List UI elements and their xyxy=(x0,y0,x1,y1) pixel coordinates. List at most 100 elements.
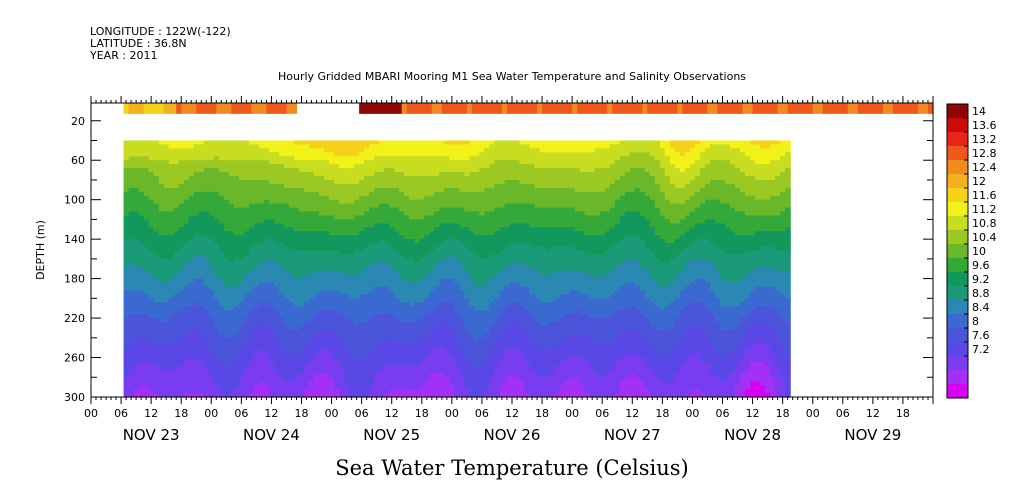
heatmap-cell xyxy=(334,278,340,284)
heatmap-cell xyxy=(288,329,295,335)
heatmap-cell xyxy=(173,223,180,228)
heatmap-cell xyxy=(459,310,465,315)
heatmap-cell xyxy=(474,211,481,217)
heatmap-cell xyxy=(193,353,200,359)
heatmap-cell xyxy=(278,262,285,268)
heatmap-cell xyxy=(349,191,355,197)
heatmap-cell xyxy=(479,239,486,244)
heatmap-cell xyxy=(489,243,496,248)
heatmap-cell xyxy=(349,156,355,161)
heatmap-cell xyxy=(173,290,180,295)
heatmap-cell xyxy=(188,337,195,343)
heatmap-cell xyxy=(349,294,355,299)
heatmap-cell xyxy=(218,310,225,315)
heatmap-cell xyxy=(474,365,481,370)
heatmap-cell xyxy=(334,195,340,201)
heatmap-cell xyxy=(293,333,300,339)
heatmap-cell xyxy=(499,183,506,189)
heatmap-cell xyxy=(449,258,455,264)
heatmap-cell xyxy=(268,266,275,272)
heatmap-cell xyxy=(218,325,225,331)
heatmap-cell xyxy=(243,231,250,236)
heatmap-cell xyxy=(268,385,275,390)
heatmap-cell xyxy=(464,219,470,224)
heatmap-cell xyxy=(324,345,330,351)
heatmap-cell xyxy=(354,302,360,307)
heatmap-cell xyxy=(414,199,420,205)
heatmap-cell xyxy=(379,337,385,343)
heatmap-cell xyxy=(198,314,205,319)
heatmap-cell xyxy=(223,191,230,197)
heatmap-cell xyxy=(434,179,440,185)
heatmap-cell xyxy=(153,385,160,390)
heatmap-cell xyxy=(143,314,150,319)
heatmap-cell xyxy=(314,144,320,149)
heatmap-cell xyxy=(268,179,275,185)
heatmap-cell xyxy=(359,322,365,327)
heatmap-cell xyxy=(193,191,200,197)
heatmap-cell xyxy=(359,195,365,201)
heatmap-cell xyxy=(399,353,405,359)
heatmap-cell xyxy=(424,164,430,169)
heatmap-cell xyxy=(394,199,400,205)
heatmap-cell xyxy=(258,381,265,386)
heatmap-cell xyxy=(198,179,205,185)
heatmap-cell xyxy=(128,306,135,311)
heatmap-cell xyxy=(153,278,160,284)
heatmap-cell xyxy=(168,373,175,378)
heatmap-cell xyxy=(439,389,445,394)
heatmap-cell xyxy=(223,318,230,323)
heatmap-cell xyxy=(228,227,235,232)
heatmap-cell xyxy=(329,215,335,221)
heatmap-cell xyxy=(394,156,400,161)
heatmap-cell xyxy=(153,156,160,161)
heatmap-cell xyxy=(228,329,235,335)
heatmap-cell xyxy=(133,179,140,185)
heatmap-cell xyxy=(128,148,135,153)
heatmap-cell xyxy=(123,219,130,224)
heatmap-cell xyxy=(499,250,506,256)
heatmap-cell xyxy=(183,306,190,311)
heatmap-cell xyxy=(278,239,285,244)
heatmap-cell xyxy=(143,176,150,181)
heatmap-cell xyxy=(263,369,270,374)
heatmap-cell xyxy=(158,207,165,213)
heatmap-cell xyxy=(273,278,280,284)
heatmap-cell xyxy=(168,239,175,244)
heatmap-cell xyxy=(429,187,435,193)
heatmap-cell xyxy=(344,389,350,394)
heatmap-cell xyxy=(434,306,440,311)
heatmap-cell xyxy=(499,357,506,363)
heatmap-cell xyxy=(414,235,420,240)
heatmap-cell xyxy=(494,172,501,177)
heatmap-cell xyxy=(293,337,300,343)
heatmap-cell xyxy=(349,274,355,280)
heatmap-cell xyxy=(414,191,420,197)
heatmap-cell xyxy=(444,306,450,311)
heatmap-cell xyxy=(379,199,385,205)
heatmap-cell xyxy=(238,195,245,201)
heatmap-cell xyxy=(369,239,375,244)
heatmap-cell xyxy=(369,325,375,331)
heatmap-cell xyxy=(444,156,450,161)
heatmap-cell xyxy=(168,183,175,189)
heatmap-cell xyxy=(153,183,160,189)
heatmap-cell xyxy=(208,227,215,232)
heatmap-cell xyxy=(414,314,420,319)
heatmap-cell xyxy=(263,381,270,386)
heatmap-cell xyxy=(243,168,250,173)
heatmap-cell xyxy=(374,318,380,323)
heatmap-cell xyxy=(309,168,315,173)
heatmap-cell xyxy=(133,349,140,355)
heatmap-cell xyxy=(258,290,265,295)
heatmap-cell xyxy=(364,278,370,284)
heatmap-cell xyxy=(193,195,200,201)
heatmap-cell xyxy=(364,345,370,351)
heatmap-cell xyxy=(133,239,140,244)
heatmap-cell xyxy=(148,258,155,264)
heatmap-cell xyxy=(133,373,140,378)
heatmap-cell xyxy=(223,389,230,394)
heatmap-cell xyxy=(484,337,491,343)
heatmap-cell xyxy=(153,329,160,335)
heatmap-cell xyxy=(128,310,135,315)
